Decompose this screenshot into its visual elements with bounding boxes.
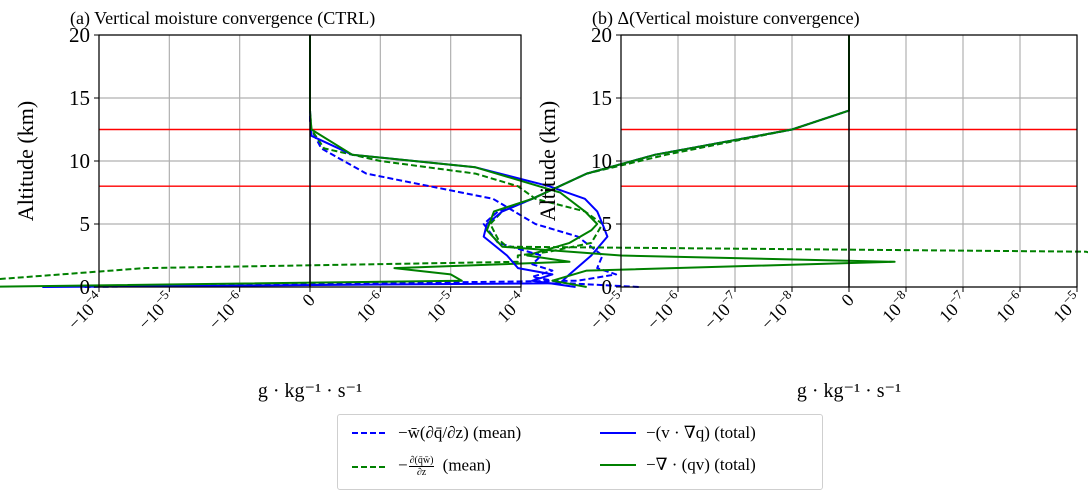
y-tick-label: 10 bbox=[591, 149, 612, 173]
panel-a: 0 5 10 15 20 −10−4 −10−5 −10−6 0 10−6 10−5 10−4 (a) … bbox=[0, 8, 618, 402]
x-tick-label: 10−6 bbox=[350, 287, 390, 327]
panel-b: 0 5 10 15 20 −10−5−10−6−10−7−10−8 0 10−8 10−7 10−… bbox=[482, 8, 1088, 402]
legend-label: − ∂(q̄w̄) ∂z (mean) bbox=[398, 455, 491, 478]
legend-label: −w̄(∂q̄/∂z) (mean) bbox=[398, 423, 522, 442]
x-tick-label: 10−8 bbox=[875, 287, 914, 326]
x-tick-label: 0 bbox=[837, 290, 858, 311]
panel-title: (b) Δ(Vertical moisture convergence) bbox=[592, 8, 860, 29]
legend-entry-div-qv-total: −∇ · (qv) (total) bbox=[600, 455, 756, 475]
legend-entry-dqw-dz-mean: − ∂(q̄w̄) ∂z (mean) bbox=[352, 455, 491, 478]
series-line-2 bbox=[42, 35, 609, 288]
legend-swatch bbox=[352, 465, 388, 468]
y-tick-label: 5 bbox=[80, 212, 91, 236]
x-tick-label: 10−7 bbox=[932, 287, 972, 327]
series-line-3 bbox=[485, 35, 896, 288]
x-tick-label: 10−5 bbox=[1046, 287, 1085, 326]
y-tick-label: 20 bbox=[69, 23, 90, 47]
series-line-0 bbox=[84, 35, 618, 288]
y-tick-label: 15 bbox=[591, 86, 612, 110]
y-axis-label: Altitude (km) bbox=[535, 101, 560, 221]
x-tick-label: 0 bbox=[298, 290, 319, 311]
legend-label: −(v · ∇q) (total) bbox=[646, 423, 756, 442]
x-tick-label: 10−4 bbox=[490, 287, 530, 327]
x-tick-label: −10−8 bbox=[754, 287, 801, 334]
y-tick-label: 10 bbox=[69, 149, 90, 173]
legend-label: −∇ · (qv) (total) bbox=[646, 455, 756, 474]
x-tick-label: −10−6 bbox=[640, 287, 687, 334]
x-tick-label: −10−5 bbox=[583, 287, 630, 334]
legend-swatch bbox=[600, 464, 636, 466]
y-tick-label: 20 bbox=[591, 23, 612, 47]
series-line-1 bbox=[0, 35, 604, 280]
legend: −w̄(∂q̄/∂z) (mean) − ∂(q̄w̄) ∂z (mean) −(v… bbox=[337, 414, 823, 490]
x-tick-label: −10−4 bbox=[61, 287, 108, 334]
legend-swatch bbox=[352, 432, 388, 434]
x-axis-label: g · kg⁻¹ · s⁻¹ bbox=[797, 380, 901, 402]
series-line-3 bbox=[0, 35, 599, 288]
y-tick-label: 0 bbox=[80, 275, 91, 299]
y-axis-label: Altitude (km) bbox=[13, 101, 38, 221]
x-tick-label: 10−5 bbox=[420, 287, 459, 326]
x-tick-label: −10−6 bbox=[202, 287, 249, 334]
legend-entry-w-dq-dz-mean: −w̄(∂q̄/∂z) (mean) bbox=[352, 423, 521, 443]
x-tick-label: −10−7 bbox=[697, 287, 744, 334]
y-tick-label: 0 bbox=[602, 275, 613, 299]
x-axis-label: g · kg⁻¹ · s⁻¹ bbox=[258, 380, 362, 402]
legend-entry-v-gradq-total: −(v · ∇q) (total) bbox=[600, 423, 756, 443]
panel-title: (a) Vertical moisture convergence (CTRL) bbox=[70, 8, 375, 29]
legend-swatch bbox=[600, 432, 636, 434]
y-tick-label: 15 bbox=[69, 86, 90, 110]
x-tick-label: −10−5 bbox=[131, 287, 178, 334]
y-tick-label: 5 bbox=[602, 212, 613, 236]
x-tick-label: 10−6 bbox=[989, 287, 1029, 327]
